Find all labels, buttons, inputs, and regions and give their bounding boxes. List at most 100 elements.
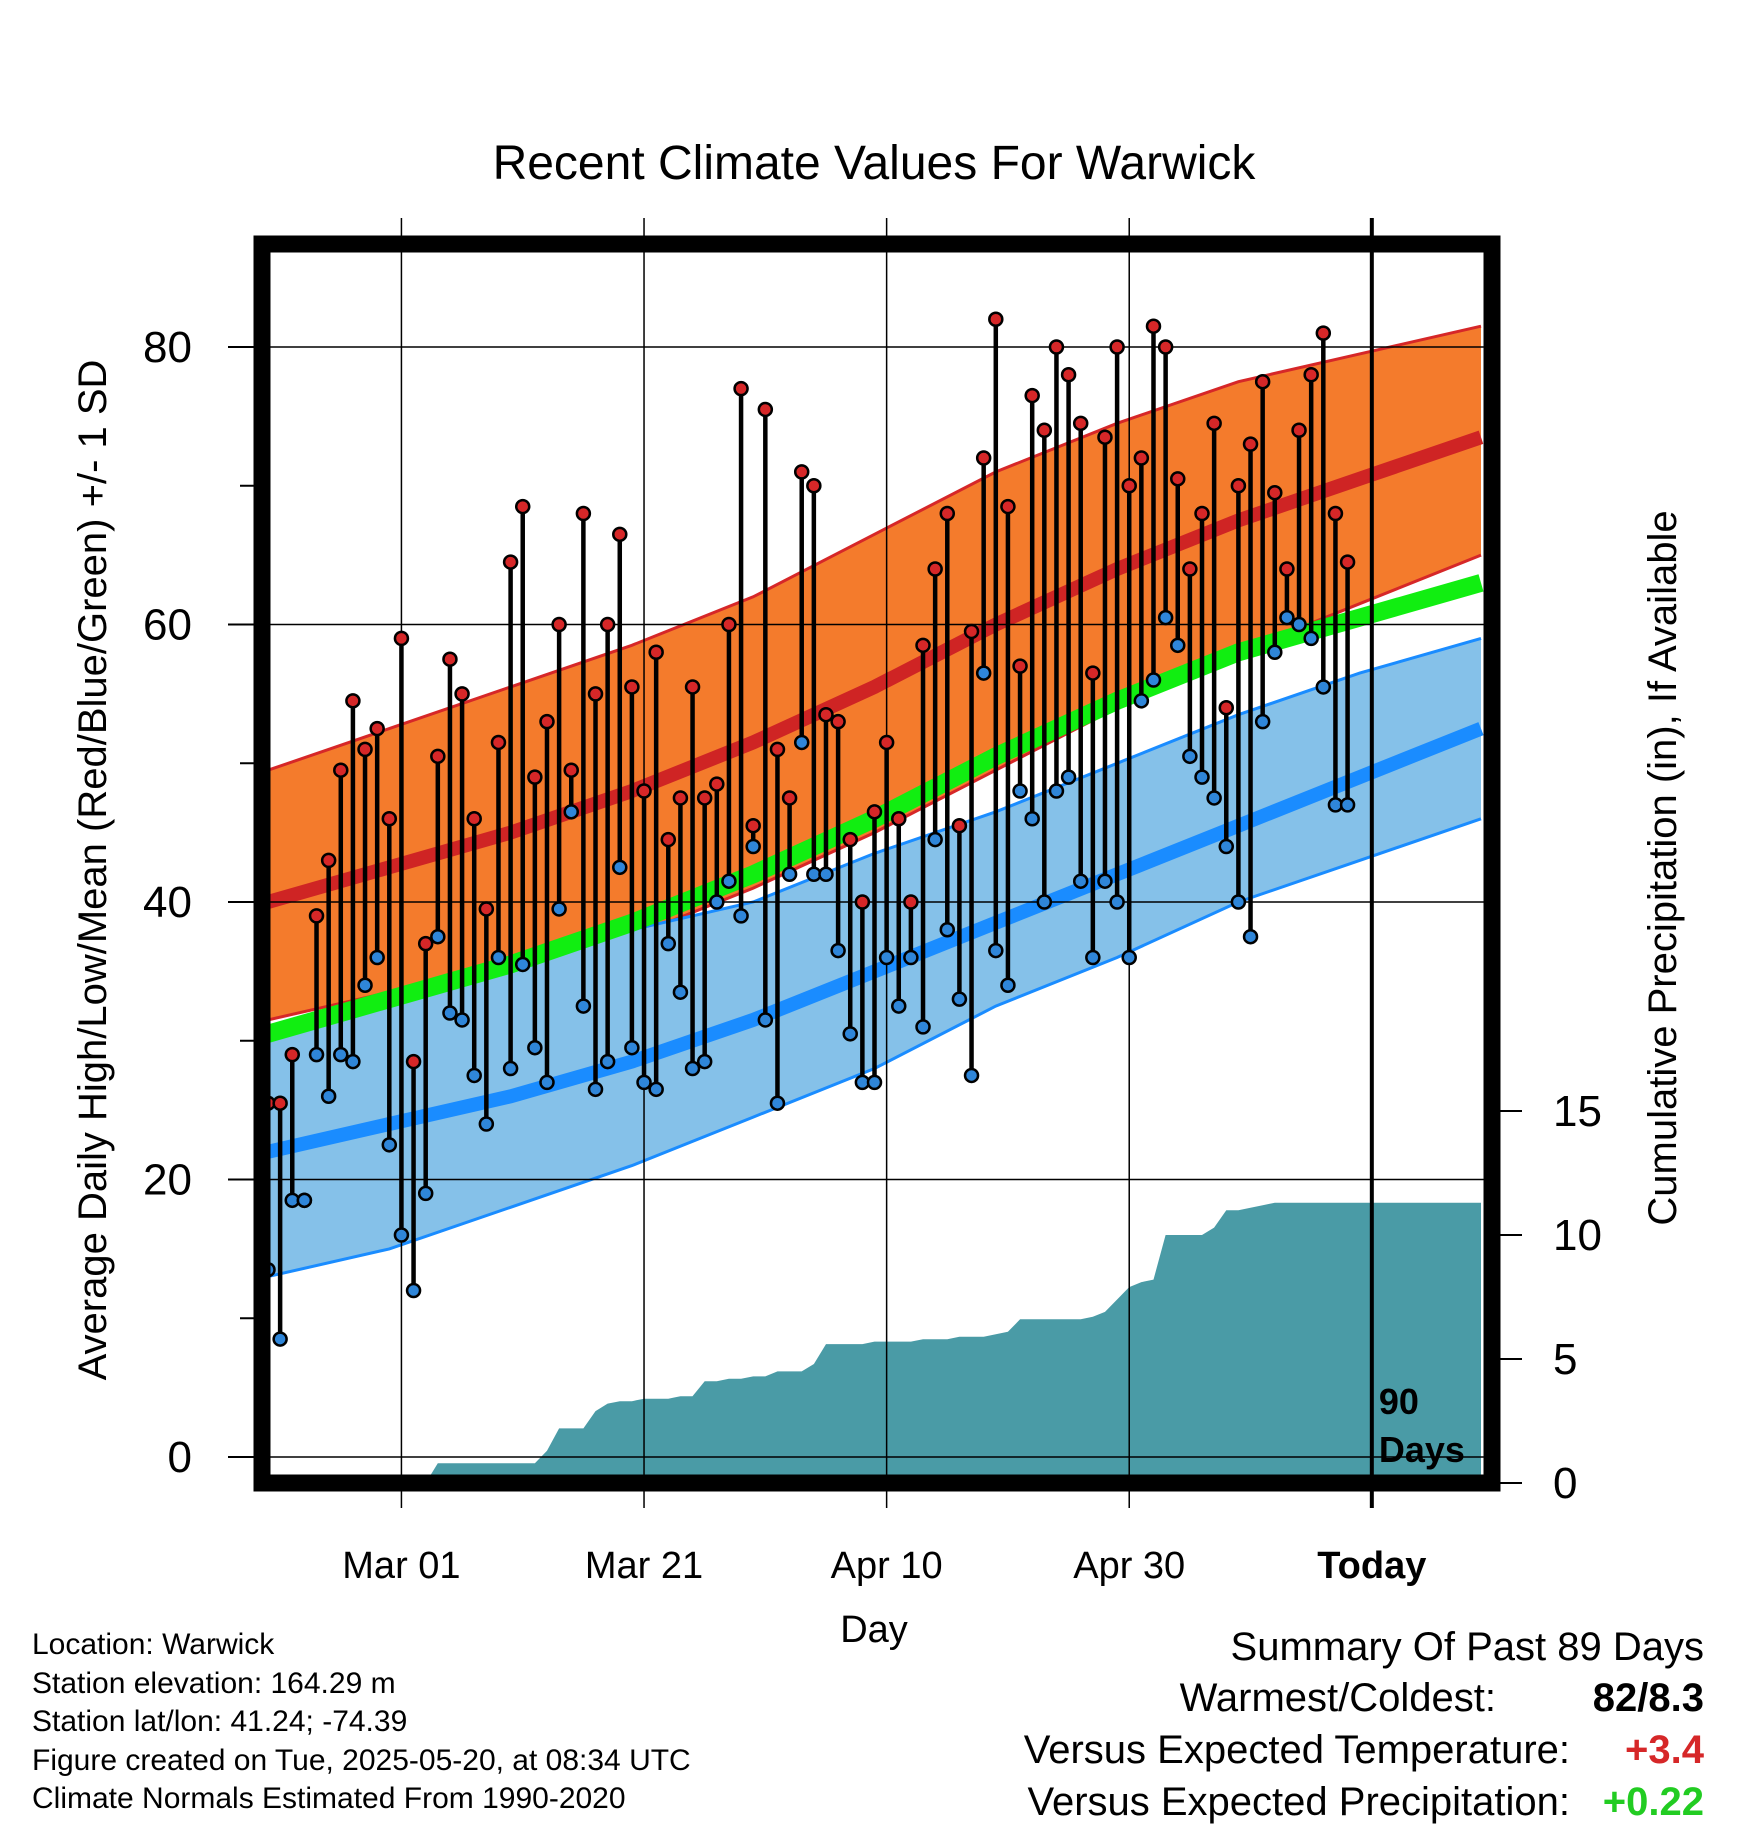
low-point-15 [442,1005,458,1021]
low-point-72 [1133,693,1150,709]
low-point-51 [878,949,895,966]
low-point-7 [345,1053,361,1070]
low-point-50 [866,1074,883,1091]
low-point-21 [514,956,531,973]
low-point-61 [1000,977,1016,993]
low-point-38 [721,873,737,889]
x-tick-label-91: Today [1317,1545,1426,1587]
high-point-86 [1303,367,1319,383]
high-point-68 [1085,665,1101,681]
plot-border [253,235,1501,1492]
low-point-24 [551,901,567,917]
low-point-6 [333,1046,349,1063]
high-point-39 [733,380,749,397]
high-point-56 [939,505,956,522]
low-point-67 [1072,873,1089,889]
warmest-row: Warmest/Coldest: 82/8.3 [904,1676,1704,1728]
high-point-65 [1048,339,1065,355]
x-axis-label: Day [840,1609,908,1651]
low-point-18 [478,1116,495,1132]
high-point-62 [1012,658,1028,674]
high-point-72 [1133,450,1150,466]
warmest-label: Warmest/Coldest: [1179,1676,1496,1720]
high-point-76 [1182,561,1198,577]
x-tick-label-71: Apr 30 [1073,1545,1185,1587]
high-point-29 [612,526,628,543]
low-point-10 [381,1137,398,1153]
daily-bars [260,311,1356,1347]
low-point-81 [1242,928,1259,945]
low-point-75 [1170,637,1186,654]
high-point-81 [1242,436,1259,452]
normals-text: Climate Normals Estimated From 1990-2020 [32,1782,626,1815]
high-point-88 [1327,505,1344,522]
low-point-17 [466,1067,482,1084]
high-point-37 [709,776,725,792]
low-point-11 [393,1227,410,1243]
warmest-value: 82/8.3 [1592,1676,1704,1720]
low-point-66 [1060,769,1077,785]
precip-cumulative-area [268,1202,1481,1483]
low-point-65 [1048,783,1065,799]
high-point-28 [599,616,616,633]
low-point-34 [672,984,689,1000]
high-point-7 [345,693,361,709]
low-point-25 [563,804,579,820]
low-point-39 [733,908,749,924]
high-point-60 [988,311,1004,327]
high-point-82 [1254,373,1271,390]
high-point-54 [915,637,931,654]
high-point-42 [769,741,786,758]
high-point-51 [878,734,895,751]
high-point-84 [1279,561,1295,577]
high-point-18 [478,901,495,917]
high-point-14 [430,748,446,765]
x-tick-label-11: Mar 01 [342,1545,460,1587]
temp-row: Versus Expected Temperature: +3.4 [904,1728,1704,1780]
created-text: Figure created on Tue, 2025-05-20, at 08… [32,1743,691,1777]
low-point-59 [975,665,992,681]
y2-tick-label-15: 15 [1553,1087,1602,1136]
low-point-69 [1097,873,1113,889]
high-point-17 [466,811,482,827]
high-point-21 [514,498,531,515]
low-point-47 [830,942,846,959]
high-point-53 [903,894,919,910]
low-point-5 [320,1088,337,1104]
low-point-77 [1194,769,1210,785]
high-point-47 [830,713,846,730]
high-point-2 [284,1046,301,1063]
high-point-6 [333,762,349,778]
high-point-40 [745,817,761,834]
today-annotation-line2: Days [1379,1429,1465,1470]
low-point-87 [1315,679,1332,695]
high-point-25 [563,762,579,778]
low-point-48 [842,1026,858,1042]
high-point-19 [490,734,507,751]
low-point-27 [587,1081,604,1098]
low-point-58 [963,1067,980,1084]
low-point-8 [357,977,373,993]
high-point-33 [660,831,677,848]
high-point-27 [587,686,604,702]
y2-tick-label-5: 5 [1553,1335,1577,1384]
high-point-89 [1339,554,1356,570]
low-point-16 [454,1012,470,1028]
low-point-19 [490,949,507,966]
summary-title: Summary Of Past 89 Days [1230,1625,1704,1669]
low-point-71 [1121,949,1137,966]
high-point-83 [1267,484,1283,501]
low-point-44 [793,734,810,751]
high-point-48 [842,831,858,848]
low-point-89 [1339,797,1356,813]
latlon-text: Station lat/lon: 41.24; -74.39 [32,1705,408,1738]
high-point-43 [781,790,798,806]
low-point-54 [915,1019,931,1035]
y2-tick-label-10: 10 [1553,1211,1602,1260]
high-point-9 [369,720,385,737]
y-tick-label-40: 40 [143,878,192,927]
y-tick-label-80: 80 [143,323,192,372]
low-point-31 [636,1074,652,1091]
low-point-28 [599,1053,616,1070]
high-point-75 [1170,471,1186,487]
